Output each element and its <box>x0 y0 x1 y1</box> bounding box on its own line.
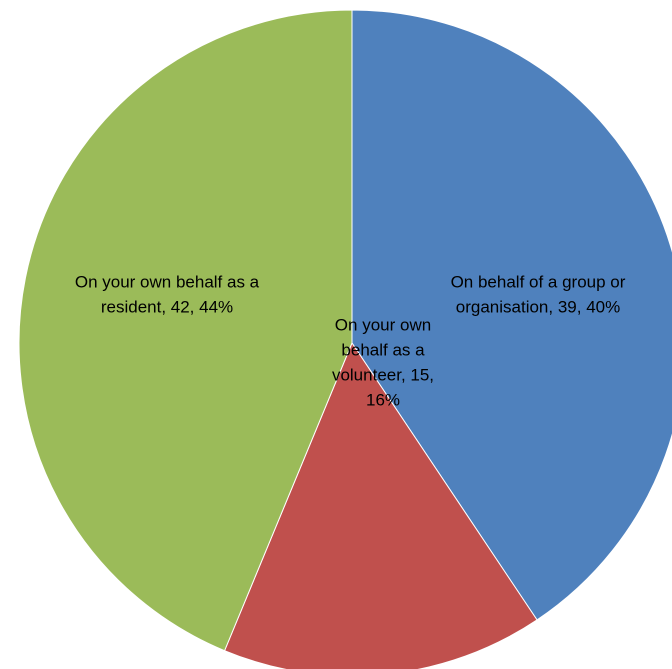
pie-slice <box>223 341 538 669</box>
slice-data-label: On behalf of a group or organisation, 39,… <box>451 273 626 317</box>
pie-slice <box>351 9 672 621</box>
pie-slices <box>18 9 672 669</box>
pie-slice <box>18 9 353 652</box>
slice-labels: On behalf of a group or organisation, 39,… <box>75 273 626 410</box>
slice-data-label: On your own behalf as a volunteer, 15, 16% <box>332 316 434 410</box>
slice-data-label: On your own behalf as a resident, 42, 44% <box>75 273 260 317</box>
